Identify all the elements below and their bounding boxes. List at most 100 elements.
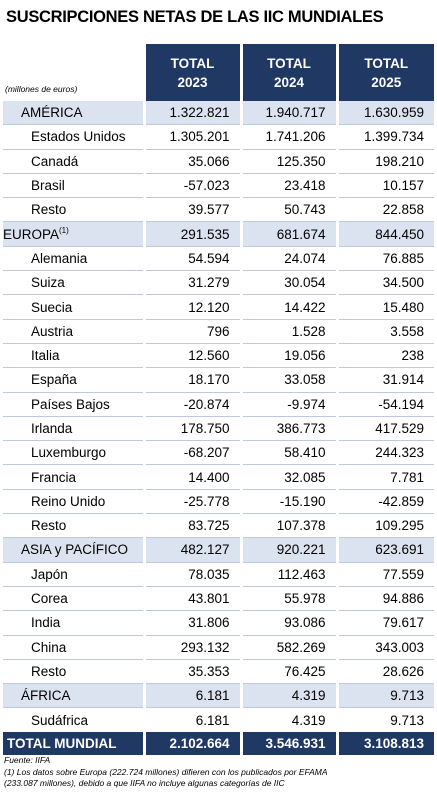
row-label: Suiza [3,270,144,296]
table-row: Resto 83.725 107.378 109.295 [3,513,434,539]
row-label: Brasil [3,173,144,199]
table-row: China 293.132 582.269 343.003 [3,635,434,660]
cell-2023: 6.181 [142,707,241,732]
table-row: Estados Unidos 1.305.201 1.741.206 1.399… [3,124,434,150]
cell-2024: 32.085 [239,464,337,490]
cell-2023: -57.023 [142,173,241,199]
cell-2024: 19.056 [239,343,337,369]
table-row: Sudáfrica 6.181 4.319 9.713 [3,707,434,732]
cell-2025: 3.558 [335,319,434,344]
cell-2025: 15.480 [335,294,434,320]
row-label: ÁFRICA [3,683,144,709]
cell-2024: 1.940.717 [239,101,337,126]
footnote-line: (233.087 millones), debido a que IIFA no… [4,778,285,788]
cell-2024: 14.422 [239,294,337,320]
source-note: Fuente: IIFA [4,755,51,765]
cell-2024: 107.378 [239,513,337,539]
cell-2023: -20.874 [142,392,241,417]
table-row: Resto 35.353 76.425 28.626 [3,659,434,685]
cell-2023: 78.035 [142,562,241,587]
cell-2025: 7.781 [335,464,434,490]
row-label: ASIA y PACÍFICO [3,537,144,563]
table-row: Austria 796 1.528 3.558 [3,319,434,344]
footnotes: Fuente: IIFA (1) Los datos sobre Europa … [4,755,434,790]
table-header-row: (millones de euros) TOTAL 2023 TOTAL 202… [3,44,434,101]
row-label: TOTAL MUNDIAL [3,731,144,756]
cell-2023: 12.560 [142,343,241,369]
cell-2023: 43.801 [142,586,241,612]
cell-2023: 1.322.821 [142,101,241,126]
cell-2023: 35.066 [142,149,241,174]
column-header-2025: TOTAL 2025 [335,44,434,101]
cell-2023: 796 [142,319,241,344]
row-label: Francia [3,464,144,490]
cell-2023: 31.806 [142,610,241,636]
cell-2024: 4.319 [239,707,337,732]
table-row: Suiza 31.279 30.054 34.500 [3,270,434,296]
column-header-total: TOTAL [170,55,215,71]
cell-2025: 244.323 [335,440,434,466]
row-label: Suecia [3,294,144,320]
column-header-year: 2024 [273,74,305,90]
column-header-year: 2025 [371,74,402,90]
cell-2025: 3.108.813 [335,731,434,756]
cell-2025: 198.210 [335,149,434,174]
cell-2025: 1.399.734 [335,124,434,150]
column-header-total: TOTAL [267,55,311,71]
cell-2024: 24.074 [239,246,337,272]
cell-2024: 582.269 [239,635,337,660]
table-row: España 18.170 33.058 31.914 [3,367,434,393]
cell-2024: 3.546.931 [239,731,337,756]
cell-2023: -25.778 [142,489,241,515]
cell-2025: 343.003 [335,635,434,660]
cell-2023: 293.132 [142,635,241,660]
row-label: Reino Unido [3,489,144,515]
table-row: Suecia 12.120 14.422 15.480 [3,294,434,320]
cell-2023: 83.725 [142,513,241,539]
table-row: India 31.806 93.086 79.617 [3,610,434,636]
row-label: Sudáfrica [31,712,89,728]
row-label: Irlanda [3,416,144,442]
row-label: AMÉRICA [3,101,144,126]
cell-2024: 125.350 [239,149,337,174]
table-row: Alemania 54.594 24.074 76.885 [3,246,434,272]
table-row: Francia 14.400 32.085 7.781 [3,464,434,490]
cell-2025: 34.500 [335,270,434,296]
region-row-europa: EUROPA(1) 291.535 681.674 844.450 [3,221,434,247]
region-row-america: AMÉRICA 1.322.821 1.940.717 1.630.959 [3,101,434,126]
table-row: Reino Unido -25.778 -15.190 -42.859 [3,489,434,515]
cell-2025: 1.630.959 [335,101,434,126]
cell-2023: 31.279 [142,270,241,296]
table-row: Resto 39.577 50.743 22.858 [3,197,434,223]
cell-2025: 238 [335,343,434,369]
row-label: India [3,610,144,636]
row-label-text: EUROPA [3,227,60,243]
row-label: Italia [3,343,144,369]
table-row: Canadá 35.066 125.350 198.210 [3,149,434,174]
table-row: Italia 12.560 19.056 238 [3,343,434,369]
cell-2024: 50.743 [239,197,337,223]
cell-2025: 28.626 [335,659,434,685]
column-header-year: 2023 [177,74,208,90]
cell-2023: 18.170 [142,367,241,393]
units-label: (millones de euros) [5,84,78,94]
cell-2024: 33.058 [239,367,337,393]
row-label: Resto [3,513,144,539]
row-label: España [3,367,144,393]
table-row: Japón 78.035 112.463 77.559 [3,562,434,587]
cell-2023: 14.400 [142,464,241,490]
row-label: China [3,635,144,660]
cell-2025: 22.858 [335,197,434,223]
row-label: Resto [3,659,144,685]
cell-2024: 1.741.206 [239,124,337,150]
cell-2025: 9.713 [335,683,434,709]
row-label: EUROPA(1) [3,221,144,247]
cell-2023: 482.127 [142,537,241,563]
cell-2025: 417.529 [335,416,434,442]
cell-2023: 291.535 [142,221,241,247]
table-row: Irlanda 178.750 386.773 417.529 [3,416,434,442]
row-label: Corea [3,586,144,612]
row-label: Austria [3,319,144,344]
cell-2024: 58.410 [239,440,337,466]
cell-2023: -68.207 [142,440,241,466]
